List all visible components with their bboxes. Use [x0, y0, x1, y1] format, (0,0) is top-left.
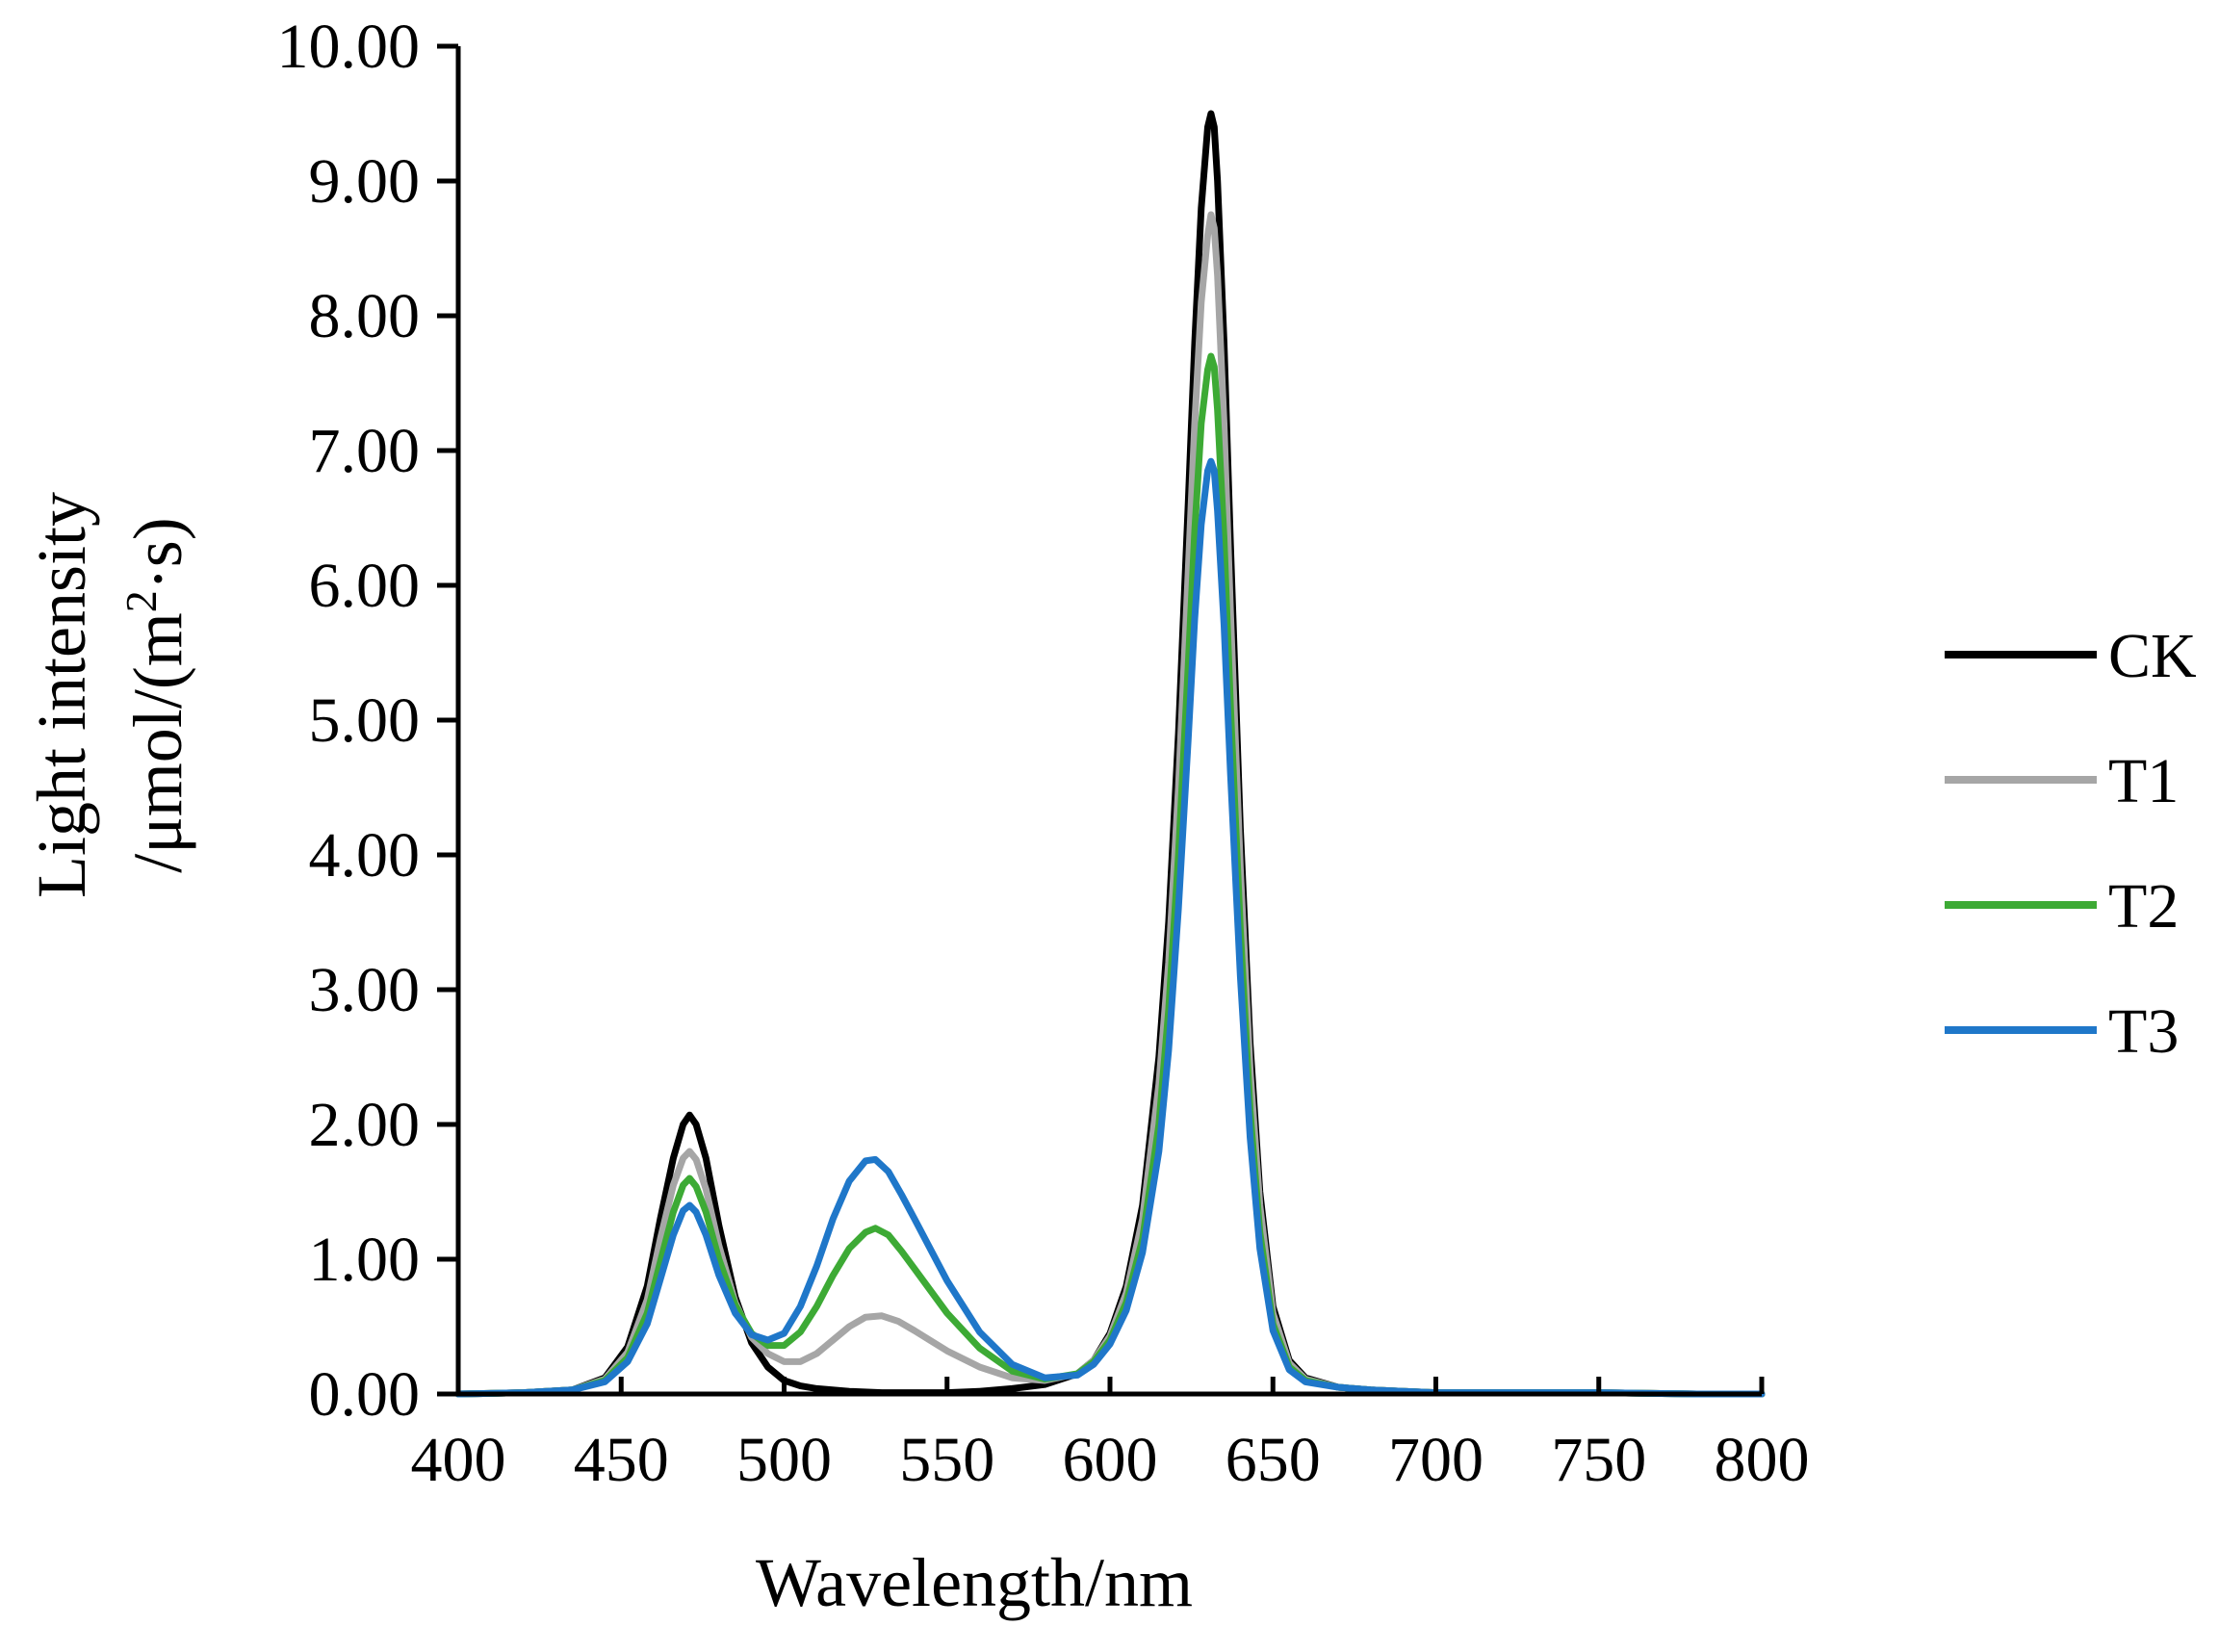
plot-area: 0.00 1.00 2.00 3.00 4.00 5.00 6.00 7.00 8.00 9.00…	[277, 12, 1810, 1495]
y-tick-label: 2.00	[309, 1090, 421, 1160]
x-tick-label: 700	[1388, 1425, 1484, 1495]
legend: CK T1 T2 T3	[1945, 621, 2197, 1067]
x-tick-label: 750	[1551, 1425, 1646, 1495]
series-line-t3	[454, 457, 1766, 1398]
x-axis-ticks: 400 450 500 550 600 650 700 750 800	[411, 1377, 1810, 1495]
y-axis-title-line1: Light intensity	[23, 492, 100, 898]
x-tick-label: 800	[1715, 1425, 1810, 1495]
series-layer	[454, 110, 1766, 1398]
x-tick-label: 450	[574, 1425, 669, 1495]
y-axis-ticks: 0.00 1.00 2.00 3.00 4.00 5.00 6.00 7.00 8.00 9.00…	[277, 12, 458, 1430]
x-tick-label: 650	[1226, 1425, 1321, 1495]
y-tick-label: 0.00	[309, 1359, 421, 1430]
legend-label-ck: CK	[2108, 621, 2197, 691]
legend-label-t3: T3	[2108, 996, 2179, 1067]
x-tick-label: 400	[411, 1425, 506, 1495]
y-tick-label: 5.00	[309, 685, 421, 756]
y-tick-label: 7.00	[309, 416, 421, 486]
x-axis-title: Wavelength/nm	[756, 1544, 1193, 1621]
series-line-ck	[454, 110, 1766, 1398]
y-tick-label: 4.00	[309, 820, 421, 891]
y-tick-label: 9.00	[309, 146, 421, 217]
y-tick-label: 1.00	[309, 1225, 421, 1295]
x-tick-label: 550	[899, 1425, 994, 1495]
series-line-t1	[454, 211, 1766, 1398]
x-tick-label: 500	[736, 1425, 832, 1495]
y-tick-label: 10.00	[277, 12, 421, 82]
y-axis-title: Light intensity /μmol/(m2·s)	[23, 492, 196, 898]
legend-label-t2: T2	[2108, 871, 2179, 942]
y-tick-label: 6.00	[309, 551, 421, 621]
x-tick-label: 600	[1063, 1425, 1158, 1495]
legend-label-t1: T1	[2108, 746, 2179, 816]
y-tick-label: 8.00	[309, 281, 421, 351]
y-tick-label: 3.00	[309, 955, 421, 1025]
y-axis-title-line2: /μmol/(m2·s)	[116, 517, 196, 873]
